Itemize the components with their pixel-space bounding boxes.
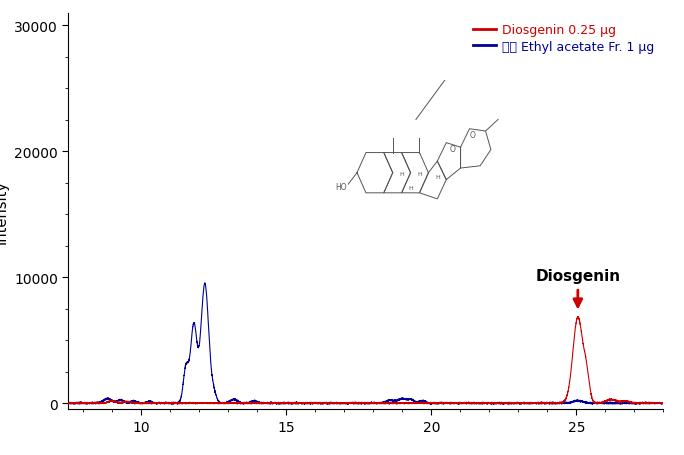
Y-axis label: Intensity: Intensity [0, 180, 9, 243]
Legend: Diosgenin 0.25 μg, 기장 Ethyl acetate Fr. 1 μg: Diosgenin 0.25 μg, 기장 Ethyl acetate Fr. … [473, 24, 655, 54]
Text: Diosgenin: Diosgenin [536, 269, 620, 284]
